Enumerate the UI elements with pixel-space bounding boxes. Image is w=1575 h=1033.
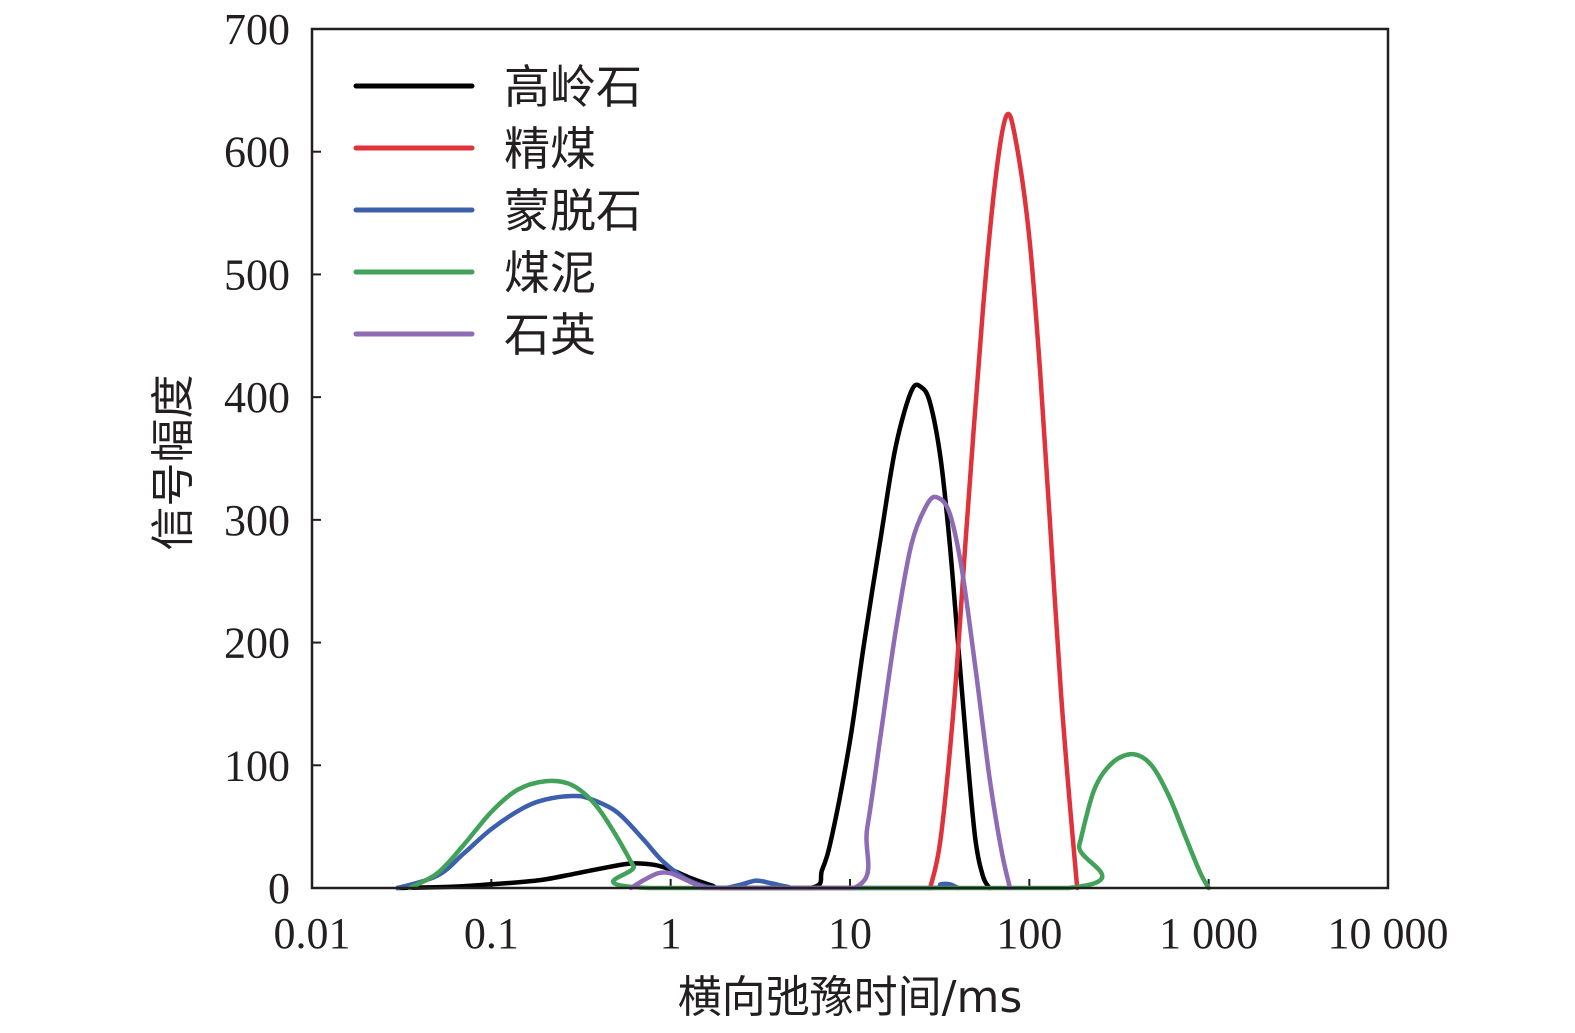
legend-label: 石英 [504, 308, 596, 362]
legend-label: 煤泥 [504, 246, 596, 300]
y-tick-label: 700 [224, 5, 290, 54]
series-line-5 [628, 494, 1013, 891]
y-tick-label: 300 [224, 496, 290, 545]
series-line-4 [407, 751, 1211, 891]
y-tick-label: 600 [224, 128, 290, 177]
y-tick-label: 400 [224, 373, 290, 422]
legend-label: 精煤 [504, 122, 596, 176]
y-tick-label: 200 [224, 619, 290, 668]
legend-label: 蒙脱石 [504, 184, 642, 238]
series-line-1 [395, 382, 992, 891]
legend-label: 高岭石 [504, 60, 642, 114]
x-tick-label: 0.01 [274, 909, 351, 958]
y-tick-label: 0 [268, 864, 290, 913]
x-tick-label: 100 [996, 909, 1062, 958]
y-tick-label: 500 [224, 250, 290, 299]
x-axis-title: 横向弛豫时间/ms [678, 972, 1023, 1023]
plot-frame [310, 27, 1390, 890]
x-tick-label: 1 [660, 909, 682, 958]
x-axis-ticks: 0.01 0.1 1 10 100 1 000 10 000 [274, 879, 1449, 958]
x-tick-label: 1 000 [1159, 909, 1258, 958]
y-axis-title: 信号幅度 [148, 375, 199, 551]
x-tick-label: 10 000 [1328, 909, 1449, 958]
series-line-2 [927, 111, 1080, 891]
y-axis-ticks: 0 100 200 300 400 500 600 700 [224, 5, 321, 913]
y-tick-label: 100 [224, 741, 290, 790]
x-tick-label: 10 [828, 909, 872, 958]
x-tick-label: 0.1 [464, 909, 519, 958]
